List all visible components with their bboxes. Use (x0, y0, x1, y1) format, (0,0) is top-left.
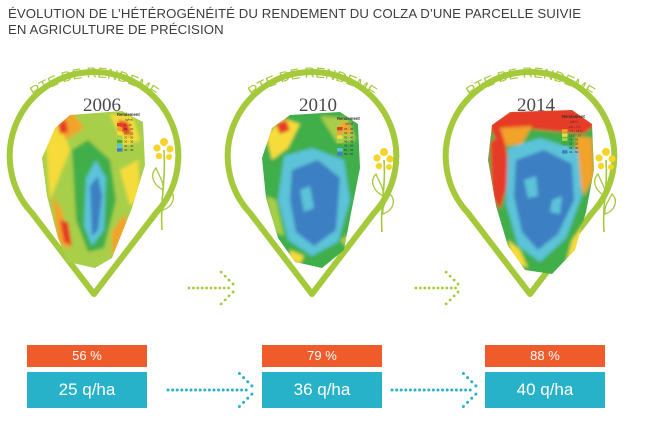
legend-label: 25 - 30 (344, 127, 354, 131)
legend-swatch (562, 146, 568, 150)
legend-label: 0 - 15 (124, 123, 132, 127)
arrow-2010-2014 (414, 270, 460, 306)
legend-unit-2010: (q/ha) (345, 122, 353, 126)
legend-swatch (337, 148, 343, 152)
legend-swatch (337, 143, 343, 148)
legend-label: 50 - 55 (344, 148, 354, 152)
legend-swatch (562, 137, 568, 141)
rapeseed-flower-icon (152, 138, 174, 231)
legend-label: 32 - 40 (569, 146, 579, 150)
legend-swatch (117, 127, 123, 131)
legend-label: 40 - 45 (344, 140, 354, 144)
legend-swatch (117, 148, 123, 152)
legend-label: 13.5 - 19 (569, 133, 581, 137)
legend-title-2010: Rendement (337, 116, 360, 121)
legend-label: 25 - 30 (124, 136, 134, 140)
legend-swatch (337, 131, 343, 135)
title-line-2: EN AGRICULTURE DE PRÉCISION (8, 22, 224, 37)
legend-label: 40 - 45 (124, 148, 134, 152)
yield-2014: 40 q/ha (485, 372, 605, 408)
map-year-2006: 2006 (83, 95, 121, 116)
legend-swatch (337, 127, 343, 131)
yield-2010: 36 q/ha (262, 372, 382, 408)
map-year-2014: 2014 (517, 95, 556, 116)
page-title: ÉVOLUTION DE L’HÉTÉROGÉNÉITÉ DU RENDEMEN… (8, 6, 581, 38)
legend-label: 15 - 20 (124, 127, 134, 131)
legend-2014: Rendement (q/ha) 3.5 - 7.57.5 - 13.513.5… (562, 114, 585, 154)
legend-label: 20 - 25 (124, 131, 134, 135)
legend-title-2014: Rendement (562, 114, 585, 119)
legend-swatch (562, 125, 568, 129)
legend-label: 3.5 - 7.5 (569, 125, 580, 129)
legend-label: 40 - 50 (569, 150, 579, 154)
legend-swatch (117, 144, 123, 148)
legend-swatch (562, 150, 568, 154)
legend-swatch (562, 141, 568, 146)
legend-title-2006: Rendement (117, 112, 140, 117)
legend-swatch (337, 139, 343, 143)
legend-swatch (117, 131, 123, 135)
legend-unit-2014: (q/ha) (570, 120, 578, 124)
heterogeneity-2006: 56 % (27, 345, 147, 367)
legend-unit-2006: (q/ha) (125, 118, 133, 122)
legend-swatch (562, 133, 568, 137)
legend-label: 30 - 35 (344, 131, 354, 135)
legend-swatch (117, 135, 123, 139)
legend-label: 7.5 - 13.5 (569, 129, 582, 133)
arrow-yield-2 (390, 371, 478, 409)
legend-swatch (337, 135, 343, 139)
heterogeneity-2010: 79 % (262, 345, 382, 367)
legend-label: 35 - 40 (124, 144, 134, 148)
arrow-2006-2010 (187, 270, 235, 306)
rapeseed-flower-icon (372, 148, 394, 233)
legend-swatch (562, 129, 568, 133)
heterogeneity-2014: 88 % (485, 345, 605, 367)
legend-label: 35 - 40 (344, 135, 354, 139)
map-year-2010: 2010 (299, 95, 337, 116)
legend-swatch (117, 139, 123, 144)
legend-label: 30 - 35 (124, 140, 134, 144)
legend-label: 45 - 50 (344, 144, 354, 148)
legend-label: 55 - 60 (344, 152, 354, 156)
legend-swatch (117, 123, 123, 127)
rapeseed-flower-icon (594, 148, 616, 233)
title-line-1: ÉVOLUTION DE L’HÉTÉROGÉNÉITÉ DU RENDEMEN… (8, 6, 582, 21)
legend-label: 25 - 32 (569, 142, 579, 146)
arrow-yield-1 (166, 371, 254, 409)
yield-2006: 25 q/ha (27, 372, 147, 408)
legend-swatch (337, 152, 343, 156)
legend-label: 19 - 25 (569, 138, 579, 142)
